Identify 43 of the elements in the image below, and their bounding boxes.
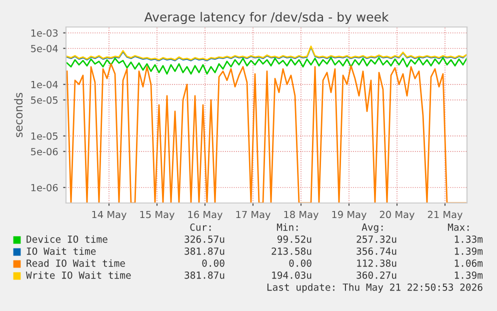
text: 326.57u	[184, 235, 224, 243]
text: Cur:	[190, 223, 211, 231]
text: 0.00	[202, 259, 224, 267]
x-tick-label: 21 May	[428, 210, 462, 220]
text: 194.03u	[272, 271, 312, 279]
x-tick-label: 15 May	[140, 210, 174, 220]
text: Last update: Thu May 21 22:50:53 2026	[267, 283, 482, 293]
text: 0.00	[289, 259, 312, 267]
text: 381.87u	[184, 247, 224, 255]
x-tick-label: 16 May	[188, 210, 222, 220]
text: Avg:	[362, 224, 383, 233]
line-series	[66, 56, 467, 75]
text: Max:	[448, 224, 469, 231]
text: 381.87u	[184, 271, 224, 279]
y-tick-label: 1e-05	[31, 132, 58, 140]
text: 360.27u	[356, 271, 396, 279]
text: 1.06m	[454, 259, 483, 267]
legend-label: IO Wait time	[26, 247, 96, 255]
text: Min:	[276, 223, 298, 231]
text: 356.74u	[356, 247, 396, 255]
x-tick-label: 20 May	[380, 210, 414, 220]
text: 1.39m	[454, 271, 483, 279]
y-tick-label: 1e-03	[31, 29, 58, 37]
legend-label: Read IO Wait time	[26, 259, 125, 267]
y-axis-title: seconds	[14, 92, 23, 138]
text: 112.38u	[357, 259, 396, 267]
x-tick-label: 14 May	[92, 210, 126, 220]
chart-title: Average latency for /dev/sda - by week	[144, 12, 389, 24]
y-tick-label: 1e-04	[31, 80, 58, 88]
text: 213.58u	[272, 247, 312, 255]
text: 99.52u	[277, 235, 312, 243]
legend-label: Write IO Wait time	[26, 271, 131, 279]
x-tick-label: 18 May	[284, 210, 318, 220]
x-tick-label: 17 May	[236, 210, 270, 220]
x-tick-label: 19 May	[332, 210, 366, 220]
legend-label: Device IO time	[26, 235, 108, 243]
y-tick-label: 5e-05	[31, 96, 58, 104]
text: 1.39m	[454, 247, 483, 255]
text: 1.33m	[454, 235, 483, 243]
text: 257.32u	[356, 235, 396, 243]
y-tick-label: 1e-06	[31, 184, 58, 192]
y-tick-label: 5e-06	[31, 148, 58, 156]
y-tick-label: 5e-04	[31, 44, 58, 52]
